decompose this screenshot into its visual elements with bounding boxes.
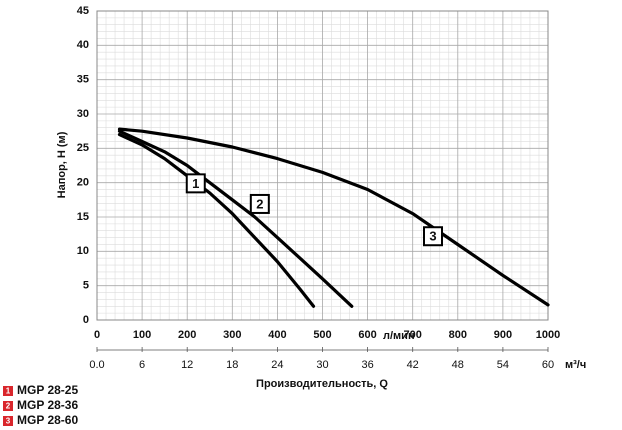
x-tick-label: 400 [268,329,286,341]
legend-label: MGP 28-60 [17,413,78,427]
y-tick-label: 5 [83,280,89,292]
y-tick-label: 15 [77,211,89,223]
curve [117,133,316,308]
y-tick-label: 25 [77,142,89,154]
x2-tick-label: 42 [407,359,419,371]
x2-tick-label: 18 [226,359,238,371]
x2-unit: м³/ч [565,359,586,371]
x-tick-label: 100 [133,329,151,341]
legend-label: MGP 28-25 [17,383,78,397]
y-tick-label: 45 [77,5,89,17]
x2-tick-label: 6 [139,359,145,371]
x2-tick-label: 12 [181,359,193,371]
y-tick-label: 35 [77,74,89,86]
curve-label-box [249,193,270,214]
curve [117,127,550,307]
x-unit: л/мин [383,330,415,342]
legend-label: MGP 28-36 [17,398,78,412]
x2-tick-label: 60 [542,359,554,371]
legend-marker [3,416,13,426]
curve-label: 2 [256,196,263,211]
x2-tick-label: 54 [497,359,509,371]
legend-marker-label: 2 [6,402,11,411]
y-axis-title: Напор, H (м) [56,131,68,198]
x-tick-label: 700 [404,329,422,341]
curve-label-box [185,173,206,194]
legend-marker [3,401,13,411]
curve [117,129,354,308]
legend-marker-label: 3 [6,417,11,426]
x2-tick-label: 0.0 [89,359,104,371]
x-tick-label: 300 [223,329,241,341]
plot-frame [96,10,549,321]
x2-tick-label: 36 [361,359,373,371]
x2-tick-label: 30 [316,359,328,371]
legend-marker-label: 1 [6,387,11,396]
x-tick-label: 900 [494,329,512,341]
x-tick-label: 600 [358,329,376,341]
x-tick-label: 800 [449,329,467,341]
curve-label-box [422,226,443,247]
x-tick-label: 1000 [536,329,560,341]
y-tick-label: 10 [77,245,89,257]
x2-tick-label: 24 [271,359,283,371]
x-tick-label: 500 [313,329,331,341]
legend-marker [3,386,13,396]
y-tick-label: 0 [83,314,89,326]
y-tick-label: 30 [77,108,89,120]
x-tick-label: 0 [94,329,100,341]
curve-label: 3 [429,229,436,244]
x-tick-label: 200 [178,329,196,341]
x2-tick-label: 48 [452,359,464,371]
x-axis-title: Производительность, Q [256,378,388,390]
curve-label: 1 [192,176,199,191]
y-tick-label: 20 [77,177,89,189]
y-tick-label: 40 [77,39,89,51]
